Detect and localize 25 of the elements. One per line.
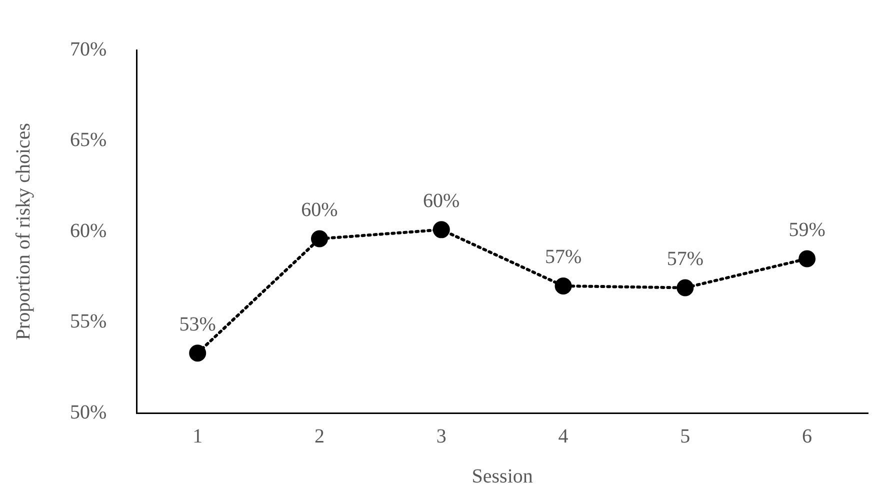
point (432, 221, 450, 238)
y-tick-label: 65% (70, 129, 107, 151)
point (554, 277, 572, 294)
x-tick-label: 2 (314, 425, 324, 448)
x-tick-label: 3 (436, 425, 446, 448)
data-label: 53% (179, 313, 216, 336)
x-tick-label: 1 (192, 425, 203, 448)
point (189, 344, 206, 362)
data-label: 59% (788, 218, 826, 241)
x-tick-label: 6 (802, 425, 812, 448)
point (310, 230, 328, 248)
data-label: 57% (666, 248, 704, 270)
data-label: 60% (423, 190, 460, 212)
point (676, 279, 694, 296)
data-label: 57% (544, 246, 582, 268)
x-axis-title: Session (472, 465, 533, 488)
data-label: 60% (301, 199, 338, 222)
y-tick-label: 50% (70, 401, 107, 424)
x-tick-label: 4 (558, 425, 568, 448)
x-tick-label: 5 (680, 425, 690, 448)
y-tick-label: 60% (70, 220, 107, 242)
y-axis-title: Proportion of risky choices (12, 122, 34, 340)
point (798, 250, 816, 268)
y-tick-label: 55% (70, 310, 107, 332)
y-tick-label: 70% (70, 38, 107, 60)
